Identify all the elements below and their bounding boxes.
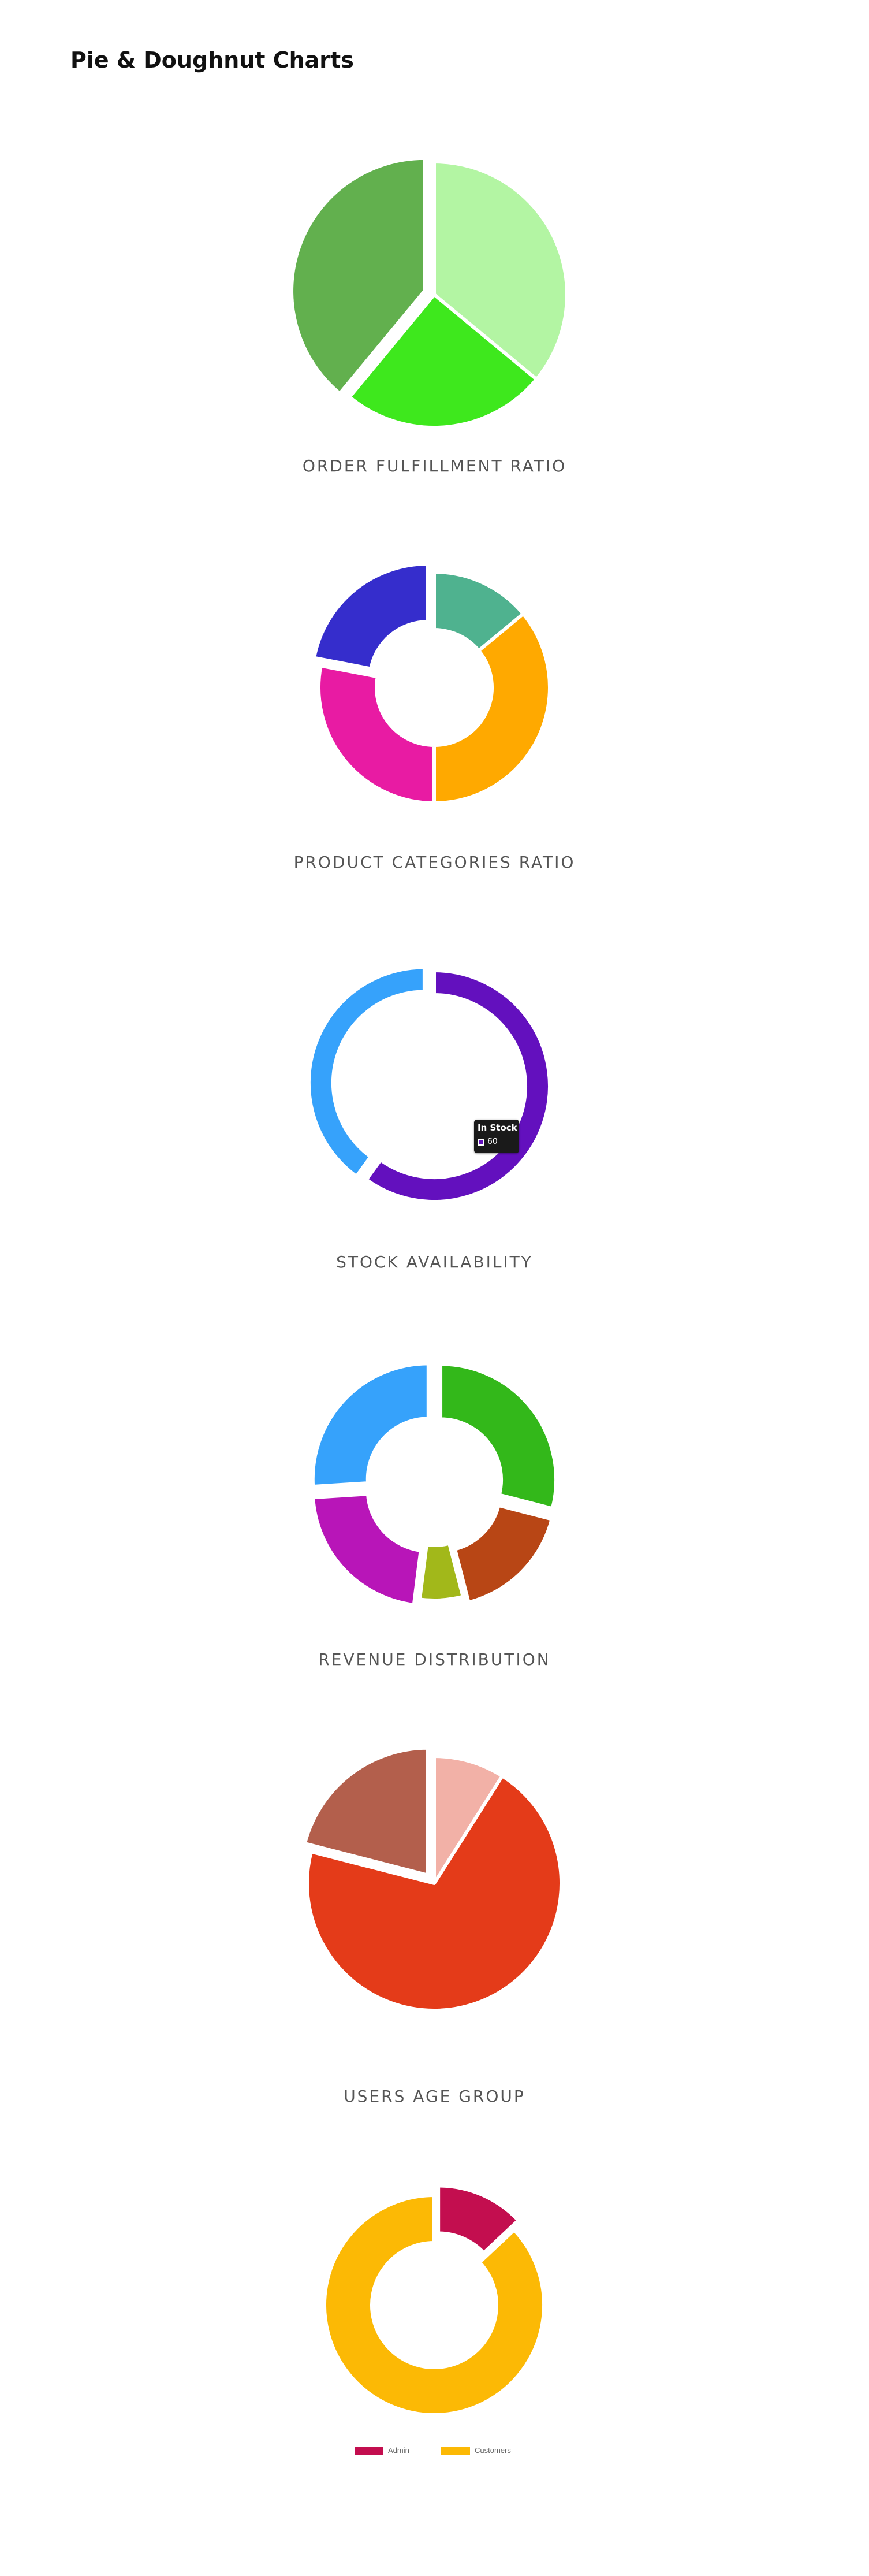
- chart-legend: Admin Customers: [0, 2443, 869, 2460]
- order-fulfillment-pie-chart[interactable]: [0, 150, 869, 439]
- stock-availability-doughnut-chart[interactable]: [0, 953, 869, 1219]
- chart-0-slice-1[interactable]: [348, 293, 539, 429]
- revenue-distribution-doughnut-chart[interactable]: [0, 1352, 869, 1618]
- page-title: Pie & Doughnut Charts: [70, 47, 354, 73]
- chart-4-slice-2[interactable]: [303, 1746, 430, 1877]
- chart-5-slice-0[interactable]: [437, 2184, 520, 2255]
- chart-0-slice-0[interactable]: [432, 160, 569, 381]
- chart-0-slice-2[interactable]: [290, 156, 427, 396]
- chart-1-slice-2[interactable]: [317, 664, 436, 805]
- chart-3-slice-2[interactable]: [417, 1541, 465, 1602]
- chart-4-slice-1[interactable]: [305, 1774, 563, 2012]
- chart-3-slice-0[interactable]: [439, 1362, 558, 1511]
- tooltip-value: 60: [487, 1137, 498, 1146]
- product-categories-caption: PRODUCT CATEGORIES RATIO: [293, 853, 576, 872]
- stock-availability-caption: STOCK AVAILABILITY: [336, 1252, 533, 1272]
- tooltip-title: In Stock: [478, 1122, 517, 1133]
- chart-3-slice-1[interactable]: [453, 1504, 554, 1604]
- revenue-distribution-caption: REVENUE DISTRIBUTION: [318, 1650, 551, 1669]
- chart-3-slice-4[interactable]: [311, 1362, 430, 1488]
- tooltip-color-swatch: [478, 1139, 484, 1146]
- order-fulfillment-caption: ORDER FULFILLMENT RATIO: [302, 456, 567, 475]
- user-roles-doughnut-chart[interactable]: [0, 2184, 869, 2426]
- chart-2-slice-1[interactable]: [307, 965, 426, 1179]
- chart-1-slice-3[interactable]: [312, 562, 430, 671]
- legend-label-customers: Customers: [475, 2446, 511, 2455]
- chart-tooltip: In Stock 60: [474, 1120, 519, 1153]
- users-age-group-pie-chart[interactable]: [0, 1733, 869, 2057]
- chart-3-slice-3[interactable]: [311, 1492, 423, 1607]
- legend-swatch-customers: [441, 2447, 470, 2455]
- legend-label-admin: Admin: [388, 2446, 409, 2455]
- chart-2-slice-0[interactable]: [364, 969, 551, 1203]
- legend-swatch-admin: [355, 2447, 383, 2455]
- users-age-group-caption: USERS AGE GROUP: [344, 2087, 525, 2106]
- chart-1-slice-1[interactable]: [432, 612, 551, 805]
- chart-5-slice-1[interactable]: [323, 2194, 546, 2417]
- product-categories-doughnut-chart[interactable]: [0, 555, 869, 820]
